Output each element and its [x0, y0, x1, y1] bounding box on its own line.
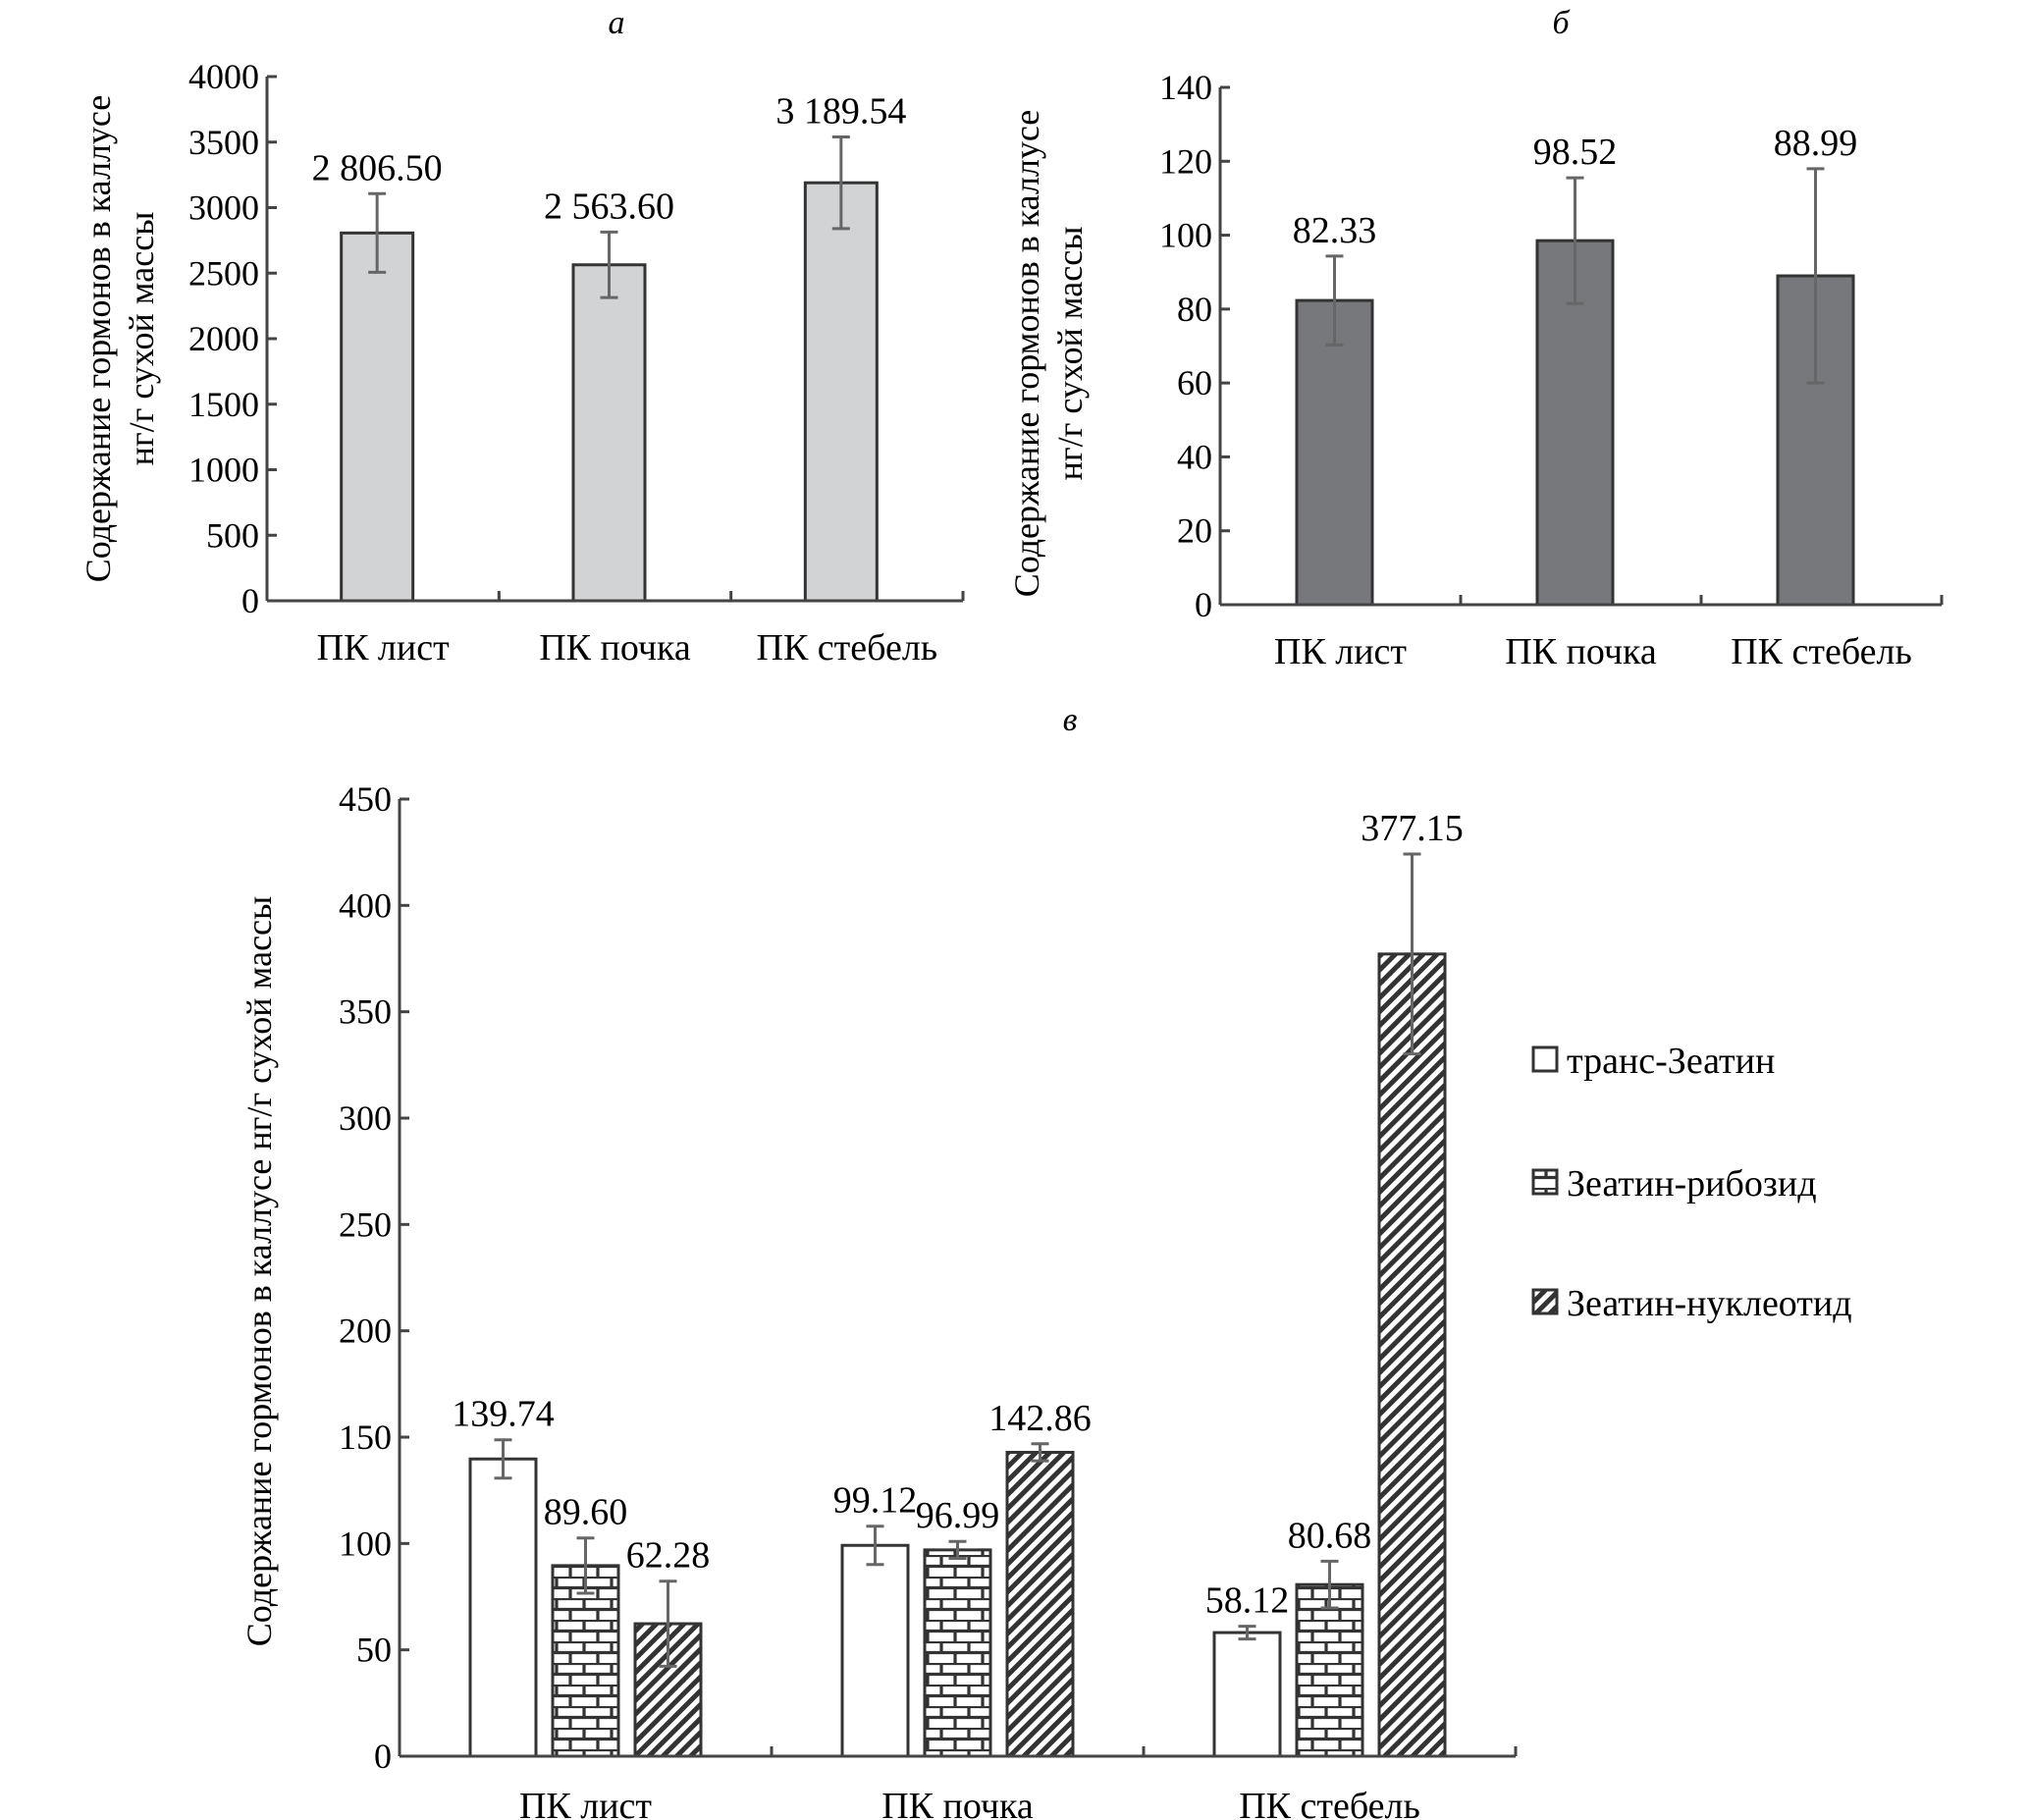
y-axis-title-a: Содержание гормонов в каллусе нг/г сухой… — [79, 95, 161, 583]
y-tick-label: 20 — [1177, 511, 1212, 551]
x-category-label: ПК стебель — [1731, 631, 1912, 672]
x-category-label: ПК лист — [519, 1786, 652, 1820]
value-label: 82.33 — [1293, 210, 1377, 251]
y-tick-label: 100 — [1159, 216, 1212, 255]
value-label: 89.60 — [544, 1492, 628, 1533]
panel-label-b: б — [1552, 5, 1571, 41]
y-tick-label: 3000 — [188, 188, 259, 228]
y-tick-label: 2500 — [188, 253, 259, 293]
bars-a: 2 806.50 2 563.60 3 189.54 — [312, 90, 906, 603]
y-tick-label: 500 — [206, 515, 259, 555]
legend-c: транс-Зеатин Зеатин-рибозид Зеатин-нуклеот… — [1531, 1041, 1852, 1324]
bar — [468, 1457, 538, 1758]
y-axis-title-b: Содержание гормонов в каллусе нг/г сухой… — [1007, 110, 1090, 598]
bar — [571, 263, 647, 603]
value-label: 98.52 — [1533, 132, 1618, 173]
value-label: 99.12 — [833, 1480, 918, 1522]
bar — [803, 181, 879, 603]
axes-a — [265, 77, 965, 603]
y-tick-label: 3500 — [188, 123, 259, 162]
bar — [1212, 1631, 1282, 1758]
bars-b: 82.33 98.52 88.99 — [1293, 123, 1858, 607]
y-tick-label: 50 — [356, 1631, 392, 1670]
bar — [1005, 1450, 1075, 1758]
legend-label: Зеатин-рибозид — [1567, 1163, 1817, 1204]
y-tick-label: 300 — [339, 1098, 392, 1138]
y-tick-label: 400 — [339, 885, 392, 925]
value-label: 3 189.54 — [775, 90, 906, 132]
value-label: 142.86 — [988, 1398, 1092, 1439]
y-tick-label: 0 — [374, 1737, 392, 1776]
y-tick-label: 4000 — [188, 57, 259, 96]
value-label: 88.99 — [1774, 123, 1858, 164]
value-label: 58.12 — [1205, 1580, 1290, 1622]
y-axis-title-line1: Содержание гормонов в каллусе нг/г сухой… — [240, 896, 279, 1646]
legend-swatch-diagonal — [1531, 1288, 1559, 1315]
legend-swatch-brick — [1531, 1168, 1559, 1196]
y-tick-label: 1000 — [188, 451, 259, 490]
y-tick-label: 0 — [241, 581, 259, 620]
y-tick-label: 120 — [1159, 141, 1212, 181]
value-label: 139.74 — [452, 1394, 555, 1435]
y-tick-label: 450 — [339, 779, 392, 819]
y-axis-title-line2: нг/г сухой массы — [1050, 227, 1090, 481]
legend-label: транс-Зеатин — [1567, 1041, 1775, 1082]
value-label: 2 806.50 — [312, 147, 443, 188]
value-label: 80.68 — [1288, 1515, 1372, 1556]
chart-c: в Содержание гормонов в каллусе нг/г сух… — [240, 702, 1852, 1820]
bar — [1377, 952, 1447, 1758]
y-tick-label: 40 — [1177, 437, 1212, 476]
y-tick-label: 200 — [339, 1311, 392, 1351]
bar — [1295, 1582, 1364, 1758]
y-axis-title-line1: Содержание гормонов в каллусе — [1007, 110, 1046, 598]
y-axis-title-c: Содержание гормонов в каллусе нг/г сухой… — [240, 896, 279, 1646]
value-label: 62.28 — [626, 1535, 711, 1577]
x-category-label: ПК почка — [1505, 631, 1657, 672]
bar — [923, 1548, 992, 1758]
y-tick-label: 80 — [1177, 290, 1212, 329]
y-ticks-c: 0 50 100 150 200 250 300 350 400 450 — [339, 779, 409, 1776]
value-label: 2 563.60 — [544, 186, 674, 227]
x-category-label: ПК почка — [539, 627, 691, 669]
y-tick-label: 1500 — [188, 385, 259, 424]
panel-label-c: в — [1063, 702, 1078, 738]
y-ticks-a: 0 500 1000 1500 2000 2500 3000 3500 4000 — [188, 57, 277, 620]
x-categories-b: ПК лист ПК почка ПК стебель — [1274, 631, 1912, 672]
y-tick-label: 2000 — [188, 319, 259, 358]
x-categories-a: ПК лист ПК почка ПК стебель — [317, 627, 938, 669]
y-axis-title-line2: нг/г сухой массы — [122, 212, 161, 466]
x-category-label: ПК почка — [881, 1786, 1034, 1820]
x-categories-c: ПК лист ПК почка ПК стебель — [519, 1786, 1420, 1820]
x-category-label: ПК лист — [317, 627, 450, 669]
y-tick-label: 350 — [339, 992, 392, 1032]
y-ticks-b: 0 20 40 60 80 100 120 140 — [1159, 68, 1230, 624]
y-tick-label: 150 — [339, 1418, 392, 1457]
value-label: 377.15 — [1361, 808, 1464, 849]
x-category-label: ПК стебель — [1239, 1786, 1420, 1820]
axes-c — [398, 799, 1518, 1758]
y-tick-label: 250 — [339, 1204, 392, 1244]
bar — [551, 1564, 620, 1758]
value-label: 96.99 — [916, 1495, 1000, 1536]
axes-b — [1218, 87, 1944, 607]
y-tick-label: 0 — [1195, 585, 1212, 624]
legend-label: Зеатин-нуклеотид — [1567, 1283, 1852, 1324]
x-category-label: ПК лист — [1274, 631, 1407, 672]
legend-swatch-plain — [1531, 1045, 1559, 1073]
panel-label-a: а — [609, 5, 625, 41]
y-tick-label: 140 — [1159, 68, 1212, 107]
y-axis-title-line1: Содержание гормонов в каллусе — [79, 95, 118, 583]
y-tick-label: 60 — [1177, 363, 1212, 402]
y-tick-label: 100 — [339, 1524, 392, 1563]
chart-a: а Содержание гормонов в каллусе нг/г сух… — [79, 5, 965, 669]
bar — [840, 1543, 910, 1758]
bar — [340, 231, 415, 603]
chart-b: б Содержание гормонов в каллусе нг/г сух… — [1007, 5, 1944, 672]
x-category-label: ПК стебель — [757, 627, 938, 669]
